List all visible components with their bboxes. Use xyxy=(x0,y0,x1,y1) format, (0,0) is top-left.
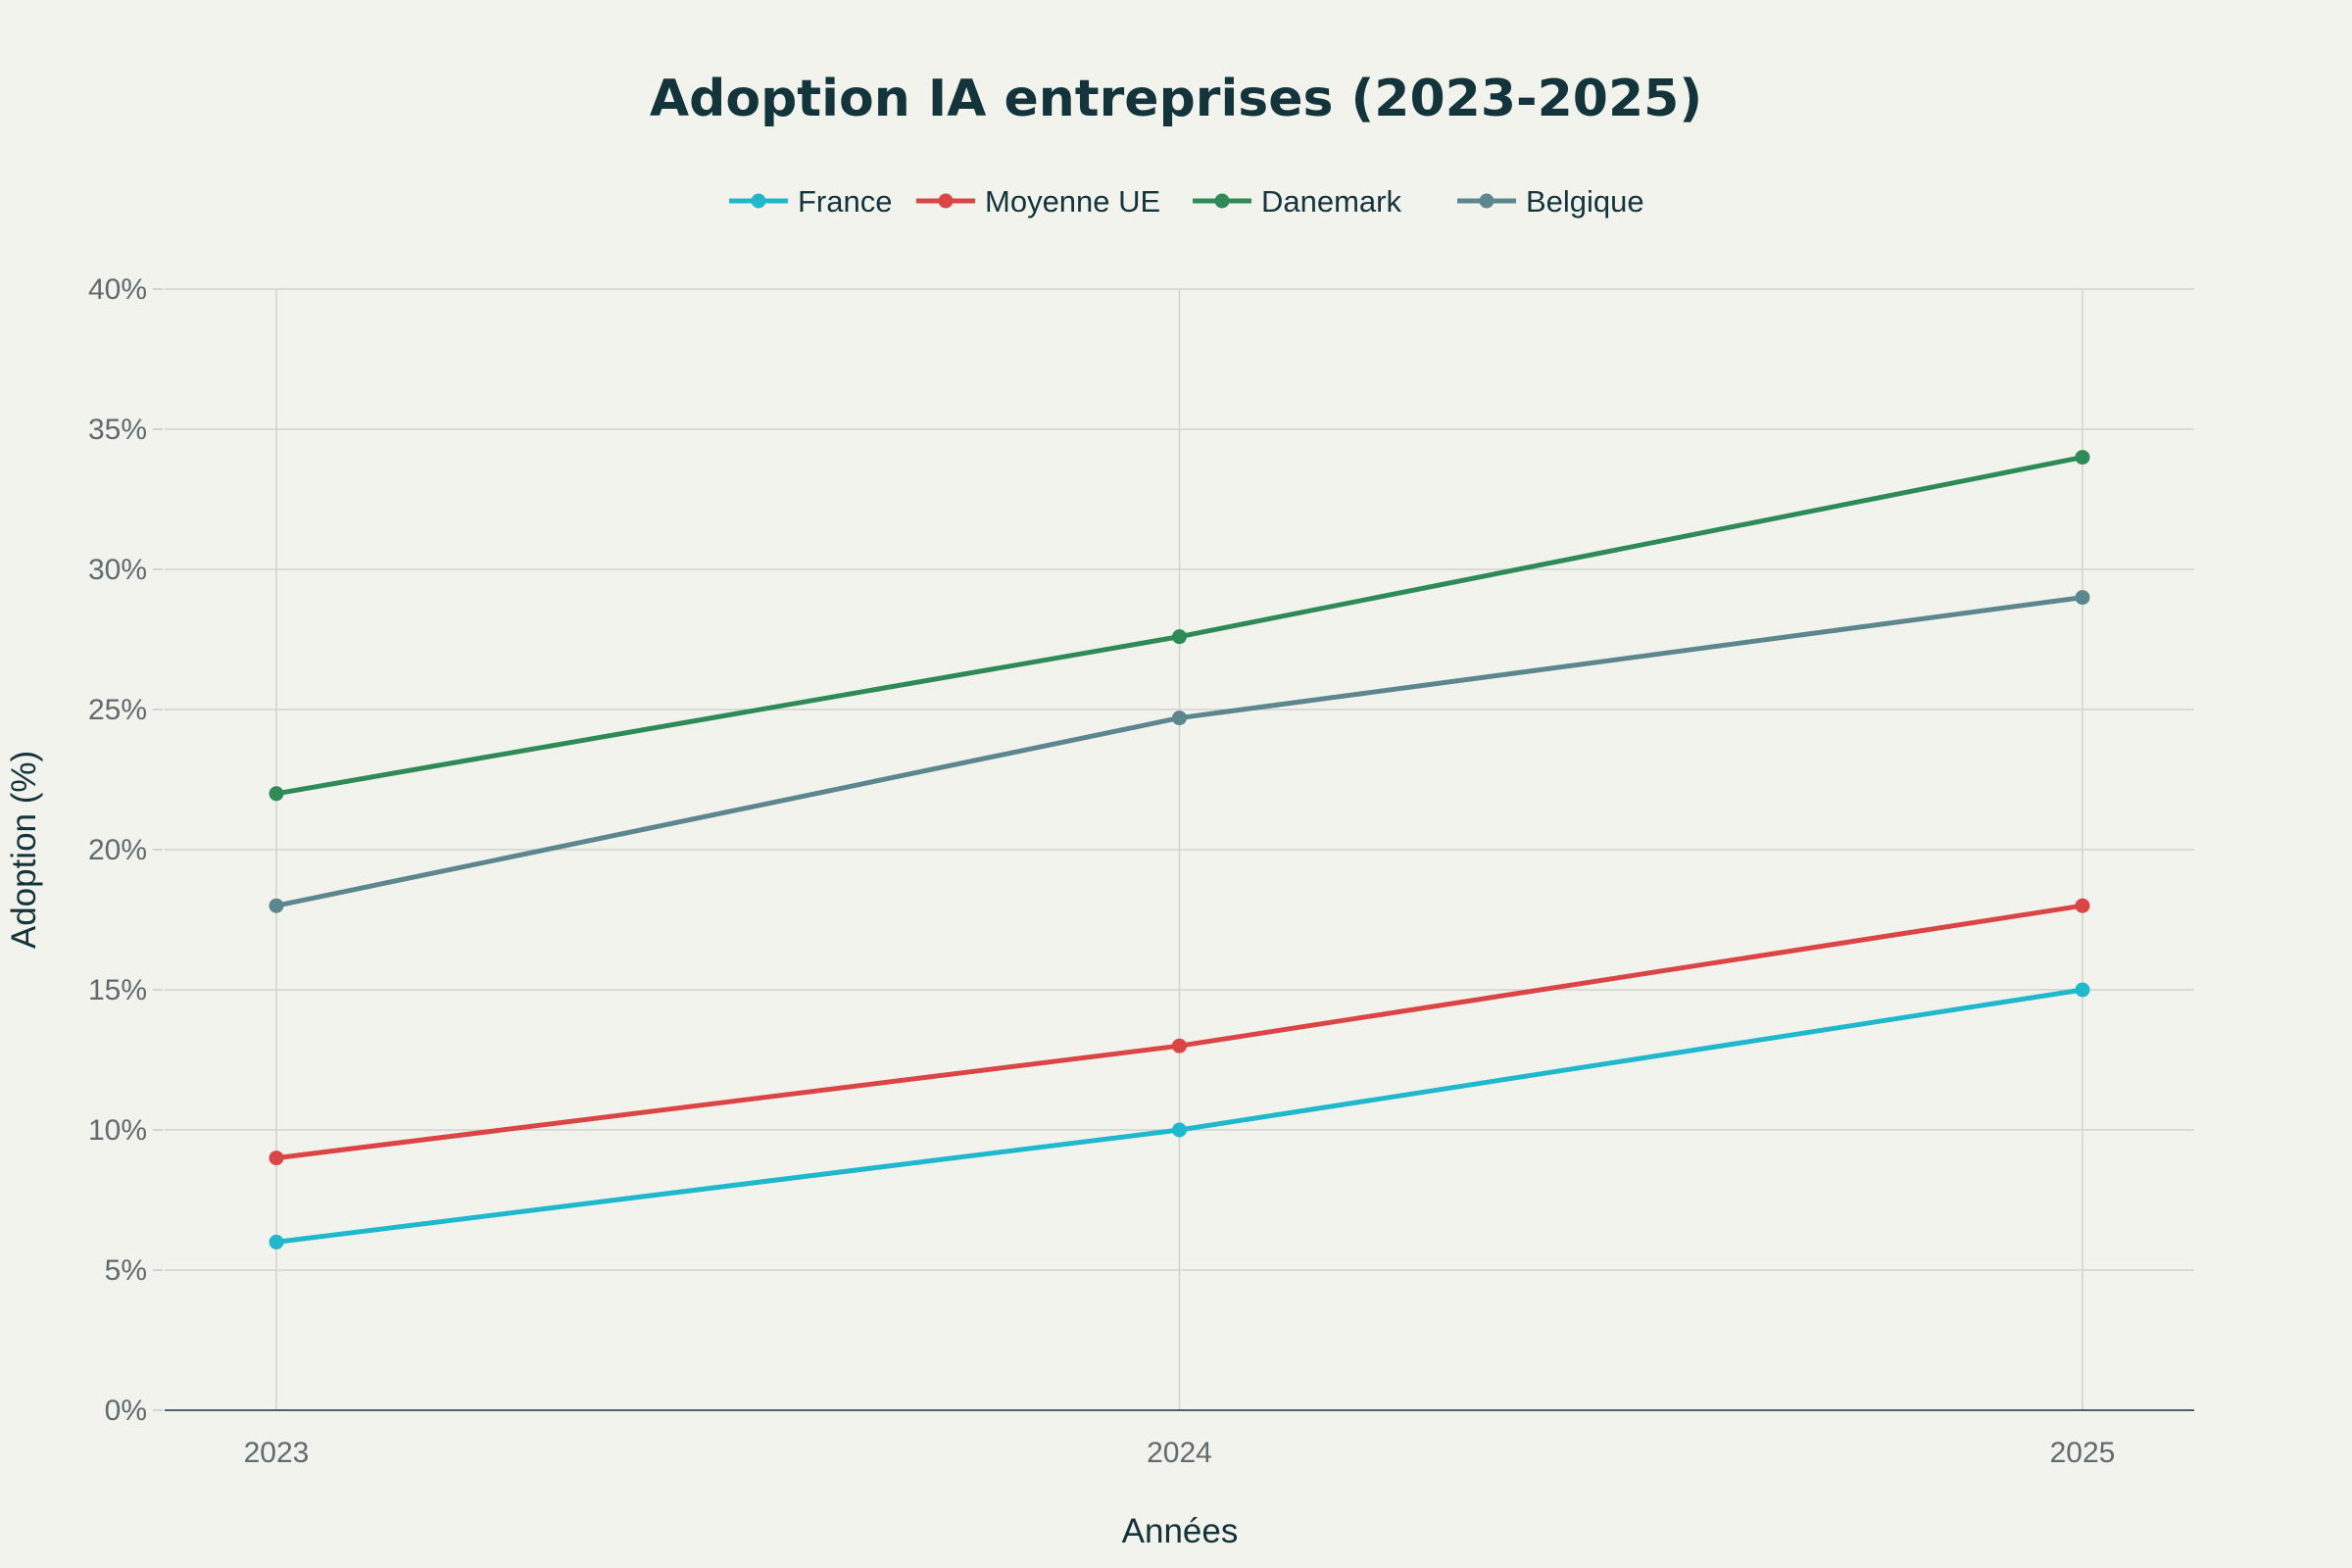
legend[interactable]: France Moyenne UE Danemark Belgique xyxy=(729,184,1644,219)
x-tick-label: 2024 xyxy=(1147,1437,1212,1469)
data-point xyxy=(269,898,284,913)
y-axis-title: Adoption (%) xyxy=(5,751,43,949)
series-lines xyxy=(269,450,2090,1250)
legend-label: Moyenne UE xyxy=(985,184,1160,219)
x-axis-title: Années xyxy=(1122,1512,1239,1550)
legend-swatch-marker xyxy=(938,193,954,209)
y-tick-label: 35% xyxy=(88,414,147,446)
x-tick-label: 2023 xyxy=(244,1437,310,1469)
gridlines xyxy=(165,288,2194,1410)
legend-swatch-marker xyxy=(1214,193,1230,209)
y-tick-label: 15% xyxy=(88,974,147,1006)
data-point xyxy=(1172,1122,1187,1138)
data-point xyxy=(269,1151,284,1166)
y-tick-label: 0% xyxy=(105,1395,147,1427)
y-tick-label: 25% xyxy=(88,694,147,726)
legend-item-danemark[interactable]: Danemark xyxy=(1193,184,1401,219)
y-tick-label: 20% xyxy=(88,834,147,866)
y-axis-ticks: 0% 5% 10% 15% 20% 25% 30% 35% 40% xyxy=(88,273,163,1427)
legend-item-france[interactable]: France xyxy=(729,184,892,219)
data-point xyxy=(2075,450,2090,466)
series-moyenne-ue xyxy=(269,898,2090,1166)
y-tick-label: 5% xyxy=(105,1254,147,1287)
legend-label: Belgique xyxy=(1526,184,1644,219)
legend-swatch-marker xyxy=(751,193,766,209)
legend-swatch-marker xyxy=(1479,193,1494,209)
series-belgique xyxy=(269,590,2090,913)
series-danemark xyxy=(269,450,2090,802)
y-tick-label: 30% xyxy=(88,554,147,586)
legend-label: France xyxy=(798,184,892,219)
y-tick-label: 40% xyxy=(88,273,147,306)
chart-title: Adoption IA entreprises (2023-2025) xyxy=(650,70,1702,128)
data-point xyxy=(1172,710,1187,726)
legend-item-belgique[interactable]: Belgique xyxy=(1457,184,1644,219)
x-tick-label: 2025 xyxy=(2050,1437,2116,1469)
data-point xyxy=(1172,629,1187,645)
x-axis-ticks: 2023 2024 2025 xyxy=(244,1437,2116,1469)
data-point xyxy=(1172,1038,1187,1054)
legend-label: Danemark xyxy=(1261,184,1401,219)
series-france xyxy=(269,982,2090,1250)
y-tick-label: 10% xyxy=(88,1114,147,1147)
legend-item-moyenne-ue[interactable]: Moyenne UE xyxy=(916,184,1160,219)
data-point xyxy=(2075,590,2090,606)
data-point xyxy=(269,786,284,802)
data-point xyxy=(2075,982,2090,998)
data-point xyxy=(2075,898,2090,913)
data-point xyxy=(269,1234,284,1250)
